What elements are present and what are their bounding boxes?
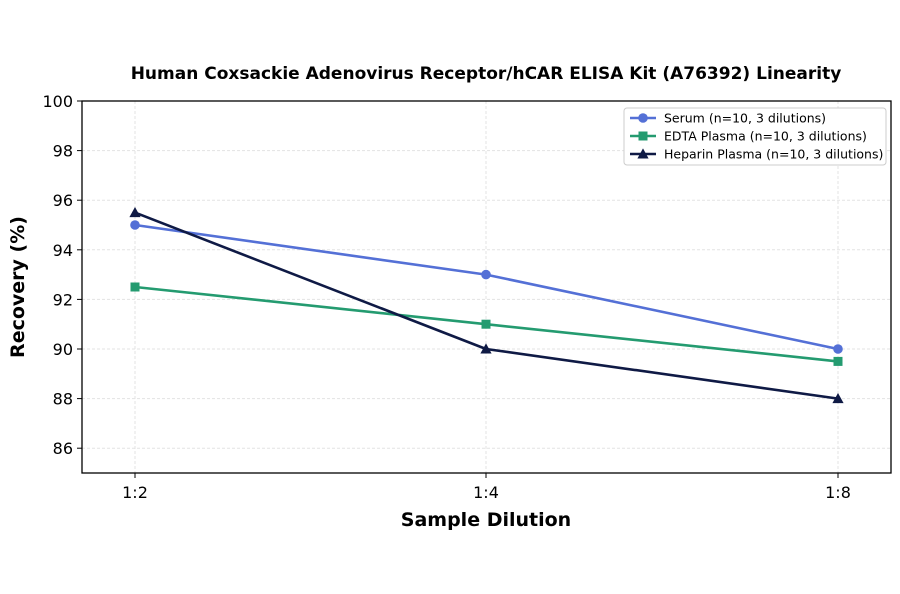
data-point-2-1 <box>480 343 492 354</box>
axis-ticks: 86 88 90 92 94 96 98 100 1:2 1:4 1:8 <box>42 92 850 502</box>
y-tick-label: 92 <box>53 290 73 309</box>
data-point-0-2 <box>833 344 843 354</box>
data-point-1-1 <box>481 319 491 329</box>
data-point-0-1 <box>481 269 491 280</box>
x-tick-label: 1:8 <box>825 483 851 502</box>
y-tick-label: 100 <box>42 92 73 111</box>
y-tick-label: 98 <box>53 142 73 161</box>
x-tick-label: 1:4 <box>473 483 499 502</box>
data-point-2-2 <box>832 393 844 404</box>
data-point-2-0 <box>129 207 141 218</box>
x-tick-label: 1:2 <box>122 483 148 502</box>
legend-box <box>623 107 887 166</box>
chart-title: Human Coxsackie Adenovirus Receptor/hCAR… <box>131 64 842 84</box>
legend-marker-1 <box>638 131 648 141</box>
legend-label-2: Heparin Plasma (n=10, 3 dilutions) <box>664 147 883 162</box>
series-lines <box>129 207 844 404</box>
data-point-0-0 <box>130 220 140 230</box>
y-tick-label: 86 <box>53 439 73 458</box>
y-tick-label: 90 <box>53 340 73 359</box>
y-tick-label: 96 <box>53 191 73 210</box>
x-axis-label: Sample Dilution <box>401 509 571 531</box>
y-axis-label: Recovery (%) <box>7 216 29 358</box>
data-point-1-0 <box>130 282 140 292</box>
legend-label-0: Serum (n=10, 3 dilutions) <box>664 111 826 126</box>
legend: Serum (n=10, 3 dilutions) EDTA Plasma (n=… <box>623 107 887 166</box>
legend-marker-2 <box>637 148 649 159</box>
legend-label-1: EDTA Plasma (n=10, 3 dilutions) <box>664 129 867 144</box>
y-tick-label: 94 <box>53 241 73 260</box>
legend-marker-0 <box>638 113 648 123</box>
data-point-1-2 <box>833 356 843 366</box>
y-tick-label: 88 <box>53 390 73 409</box>
